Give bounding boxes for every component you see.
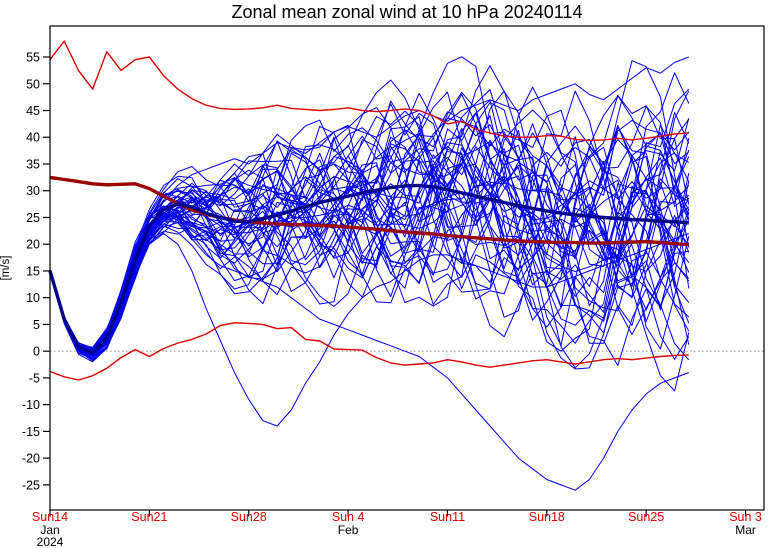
plot-frame	[49, 25, 765, 511]
ensemble-member	[49, 118, 690, 355]
ensemble-member	[49, 124, 690, 357]
x-tick-label: Sun 3	[729, 510, 762, 524]
chart-title: Zonal mean zonal wind at 10 hPa 20240114	[231, 2, 583, 22]
x-month-label: Jan	[40, 523, 59, 537]
x-month-label: Feb	[338, 523, 359, 537]
ensemble-member	[49, 99, 690, 357]
x-tick-label: Sun14	[32, 510, 68, 524]
climatological-max	[49, 40, 689, 142]
y-tick-label: 30	[26, 184, 40, 198]
x-tick-label: Sun21	[131, 510, 167, 524]
x-year-label: 2024	[37, 535, 64, 548]
ensemble-member	[49, 91, 690, 351]
y-tick-label: 45	[26, 104, 40, 118]
x-tick-label: Sun28	[231, 510, 267, 524]
y-tick-label: 15	[26, 264, 40, 278]
x-tick-label: Sun18	[529, 510, 565, 524]
y-tick-label: 35	[26, 157, 40, 171]
ensemble-member	[49, 89, 690, 357]
y-tick-label: 20	[26, 238, 40, 252]
y-tick-label: 5	[33, 318, 40, 332]
y-tick-label: 10	[26, 291, 40, 305]
climatological-min	[49, 322, 689, 381]
y-tick-label: 40	[26, 131, 40, 145]
ensemble-member	[49, 90, 690, 360]
ensemble-member	[49, 128, 690, 356]
ensemble-member	[49, 56, 689, 355]
y-tick-label: -25	[22, 478, 40, 492]
y-tick-label: 55	[26, 51, 40, 65]
x-tick-label: Sun11	[430, 510, 465, 524]
y-tick-label: 25	[26, 211, 40, 225]
ensemble-member	[49, 110, 690, 392]
climatological-mean	[49, 175, 689, 247]
y-tick-label: -20	[22, 452, 40, 466]
ensemble-member	[49, 233, 689, 427]
y-tick-label: 50	[26, 77, 40, 91]
y-tick-label: -10	[22, 398, 40, 412]
ensemble-member	[49, 148, 690, 350]
y-tick-label: 0	[33, 345, 40, 359]
x-month-label: Mar	[735, 523, 756, 537]
ensemble-member	[49, 217, 689, 491]
ensemble-member	[49, 125, 690, 349]
ensemble-mean	[48, 183, 689, 355]
y-tick-label: -15	[22, 425, 40, 439]
x-tick-label: Sun25	[628, 510, 664, 524]
y-tick-label: -5	[29, 371, 40, 385]
x-tick-label: Sun 4	[332, 510, 365, 524]
ensemble-member	[49, 124, 690, 361]
